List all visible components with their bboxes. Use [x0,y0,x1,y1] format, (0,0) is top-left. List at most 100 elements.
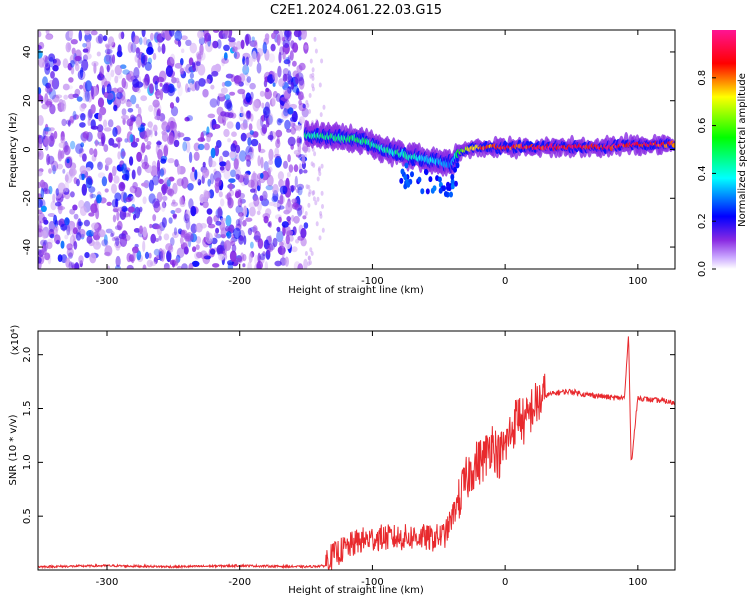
noise-blob [247,227,253,236]
noise-blob [273,202,281,208]
noise-blob [223,52,228,61]
noise-blob [197,30,204,39]
noise-blob [131,169,136,180]
noise-blob [174,62,183,69]
noise-blob [275,93,281,102]
noise-blob [219,166,225,171]
noise-blob [239,212,243,218]
noise-blob [250,91,254,100]
noise-blob [287,107,294,115]
noise-blob [159,221,166,232]
noise-blob [296,183,304,191]
noise-blob [189,82,193,89]
noise-blob [82,131,90,139]
noise-blob [51,160,59,172]
noise-blob [81,173,85,181]
noise-blob [222,150,230,158]
noise-blob [160,250,165,262]
noise-blob [115,137,123,143]
noise-blob [147,121,153,128]
noise-blob [103,234,108,246]
snr-series-line [38,336,675,570]
noise-blob [316,196,320,202]
noise-blob [78,150,83,158]
noise-blob [263,215,269,224]
noise-blob [176,265,183,269]
noise-blob [293,30,302,38]
noise-blob [38,115,44,126]
noise-blob [93,62,97,74]
noise-blob [98,229,106,238]
noise-blob [135,47,141,54]
noise-blob [161,43,166,55]
noise-blob [69,208,75,215]
noise-blob [244,78,250,86]
noise-blob [237,197,243,208]
noise-blob [276,135,280,145]
noise-blob [117,151,121,160]
noise-blob [250,188,256,193]
noise-blob [84,53,92,60]
noise-blob [229,250,237,262]
noise-blob [158,178,164,185]
noise-blob [161,30,168,38]
noise-blob [187,183,194,191]
noise-blob [155,238,159,242]
noise-blob [127,41,134,54]
noise-blob [230,74,235,83]
noise-blob [65,42,72,53]
noise-blob [183,246,189,255]
noise-blob [216,95,220,107]
noise-blob [48,56,54,68]
noise-blob [55,225,59,232]
noise-blob [212,263,220,268]
noise-blob [38,170,43,177]
noise-blob [215,220,222,226]
noise-blob [287,70,292,83]
noise-blob [84,32,92,43]
noise-blob [293,215,300,224]
noise-blob [289,120,294,128]
noise-blob [286,172,291,178]
noise-blob [157,45,162,53]
noise-blob [314,200,318,206]
noise-blob [154,80,158,91]
noise-blob [262,41,267,54]
noise-blob [111,199,118,208]
noise-blob [56,163,64,170]
noise-blob [278,51,282,64]
noise-blob [86,235,93,244]
noise-blob [135,137,140,143]
noise-blob [248,252,253,263]
noise-blob [308,189,312,195]
colorbar-tick-label: 0.4 [697,165,708,181]
noise-blob [133,35,140,45]
noise-blob [62,83,70,91]
noise-blob [97,141,105,146]
noise-blob [211,70,219,77]
noise-blob [223,240,232,251]
ridge-lobe [450,183,455,190]
noise-blob [121,77,127,89]
snr-scale-label: (x10⁴) [10,325,21,356]
noise-blob [212,40,219,49]
noise-blob [135,81,144,88]
noise-blob [290,126,297,135]
noise-blob [310,161,314,167]
noise-blob [79,122,86,128]
noise-blob [42,60,50,69]
noise-blob [246,161,251,168]
ridge-lobe [404,162,409,169]
ridge-lobe [423,168,428,175]
ridge-lobe [450,178,455,185]
noise-blob [193,151,200,161]
noise-blob [259,90,265,97]
noise-blob [45,30,50,35]
noise-blob [78,30,83,42]
noise-blob [81,183,88,196]
noise-blob [273,153,281,159]
noise-blob [112,208,119,213]
ridge-lobe [425,188,430,195]
noise-blob [60,223,68,231]
noise-blob [223,44,230,51]
